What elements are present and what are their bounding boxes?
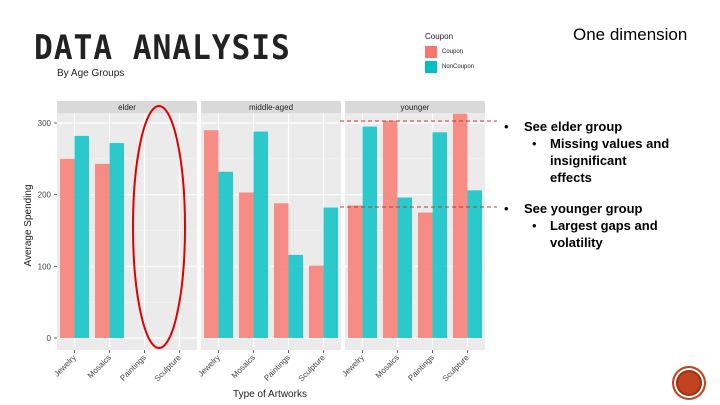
y-tick-label: 100 bbox=[38, 262, 52, 271]
bar-noncoupon-paintings bbox=[288, 254, 303, 338]
next-slide-button[interactable] bbox=[672, 366, 706, 400]
x-tick-label: Sculpture bbox=[153, 353, 184, 384]
x-tick-label: Sculpture bbox=[297, 353, 328, 384]
bar-coupon-mosaics bbox=[239, 192, 254, 338]
bar-coupon-sculpture bbox=[309, 265, 324, 338]
x-tick-label: Mosaics bbox=[374, 353, 401, 380]
x-tick-label: Paintings bbox=[262, 353, 292, 383]
bar-coupon-paintings bbox=[274, 203, 289, 338]
bullet-younger: See younger group bbox=[500, 200, 644, 217]
x-tick-label: Sculpture bbox=[441, 353, 472, 384]
x-axis-label: Type of Artworks bbox=[233, 389, 307, 400]
bar-noncoupon-sculpture bbox=[323, 207, 338, 338]
chart-legend: Coupon Coupon NonCoupon bbox=[425, 32, 474, 74]
panel-strip-label: younger bbox=[401, 103, 430, 112]
bar-noncoupon-jewelry bbox=[218, 171, 233, 338]
y-axis-label: Average Spending bbox=[23, 184, 34, 266]
sub-bullet-elder: Missing values and insignificant effects bbox=[500, 135, 670, 186]
bar-noncoupon-jewelry bbox=[74, 135, 89, 338]
highlight-ellipse bbox=[132, 105, 186, 349]
x-tick-label: Jewelry bbox=[196, 353, 222, 379]
slide-subtitle: By Age Groups bbox=[57, 68, 125, 79]
panel-strip-label: middle-aged bbox=[249, 103, 293, 112]
legend-label-coupon: Coupon bbox=[442, 48, 464, 55]
legend-swatch-noncoupon bbox=[425, 60, 437, 73]
y-tick-label: 200 bbox=[38, 191, 52, 200]
panel-strip bbox=[345, 101, 485, 113]
x-tick-label: Mosaics bbox=[230, 353, 257, 380]
x-tick-label: Jewelry bbox=[52, 353, 78, 379]
panel-strip bbox=[201, 101, 341, 113]
legend-swatch-coupon bbox=[425, 45, 437, 58]
y-tick-label: 300 bbox=[38, 119, 52, 128]
x-tick-label: Paintings bbox=[406, 353, 436, 383]
legend-item-noncoupon: NonCoupon bbox=[425, 59, 474, 74]
bar-coupon-mosaics bbox=[383, 120, 398, 338]
bullet-elder: See elder group bbox=[500, 118, 710, 135]
bar-coupon-jewelry bbox=[60, 158, 75, 338]
bar-noncoupon-mosaics bbox=[253, 131, 268, 338]
bar-coupon-sculpture bbox=[453, 113, 468, 338]
bar-noncoupon-jewelry bbox=[362, 126, 377, 338]
bar-noncoupon-paintings bbox=[432, 132, 447, 338]
bar-noncoupon-mosaics bbox=[397, 197, 412, 338]
slide-title: DATA ANALYSIS bbox=[34, 28, 291, 68]
y-tick-label: 0 bbox=[47, 334, 52, 343]
bar-coupon-mosaics bbox=[95, 163, 110, 338]
legend-item-coupon: Coupon bbox=[425, 44, 474, 59]
sub-bullet-younger: Largest gaps and volatility bbox=[500, 217, 670, 251]
bullet-list: See elder group Missing values and insig… bbox=[500, 118, 710, 251]
legend-label-noncoupon: NonCoupon bbox=[442, 63, 475, 70]
panel-strip bbox=[57, 101, 197, 113]
legend-title: Coupon bbox=[425, 32, 454, 41]
bar-noncoupon-mosaics bbox=[109, 143, 124, 338]
bar-coupon-paintings bbox=[418, 212, 433, 338]
bar-coupon-jewelry bbox=[204, 130, 219, 338]
x-tick-label: Mosaics bbox=[86, 353, 113, 380]
panel-strip-label: elder bbox=[118, 103, 136, 112]
corner-label: One dimension bbox=[573, 25, 688, 44]
x-tick-label: Jewelry bbox=[340, 353, 366, 379]
bar-noncoupon-sculpture bbox=[467, 190, 482, 338]
x-tick-label: Paintings bbox=[118, 353, 148, 383]
bar-coupon-jewelry bbox=[348, 205, 363, 338]
